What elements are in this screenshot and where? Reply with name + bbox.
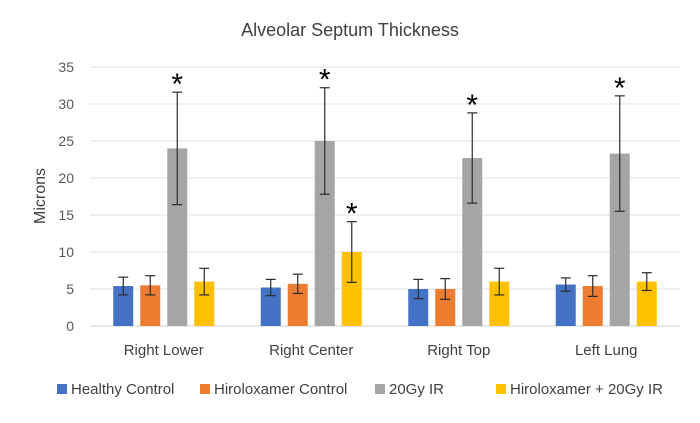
legend-item: 20Gy IR xyxy=(375,381,444,398)
significance-marker: * xyxy=(466,89,478,122)
significance-marker: * xyxy=(319,64,331,97)
legend-item: Hiroloxamer Control xyxy=(200,381,347,398)
legend-swatch xyxy=(375,384,385,394)
legend-label: 20Gy IR xyxy=(389,381,444,398)
bar xyxy=(462,158,483,326)
error-bar xyxy=(413,278,424,300)
error-bar xyxy=(292,273,303,295)
bar xyxy=(167,148,188,326)
legend-item: Hiroloxamer + 20Gy IR xyxy=(496,381,663,398)
error-bar xyxy=(467,112,478,204)
error-bars xyxy=(118,87,652,300)
legend-swatch xyxy=(200,384,210,394)
bars xyxy=(113,141,657,326)
legend: Healthy Control Hiroloxamer Control 20Gy I… xyxy=(57,381,663,398)
bar xyxy=(113,286,134,326)
x-category-label: Left Lung xyxy=(575,342,638,359)
error-bar xyxy=(265,278,276,297)
significance-marker: * xyxy=(171,68,183,101)
bar xyxy=(314,141,335,326)
legend-label: Healthy Control xyxy=(71,381,174,398)
y-tick-label: 5 xyxy=(66,281,74,297)
y-tick-label: 10 xyxy=(58,244,74,260)
error-bar xyxy=(587,275,598,297)
y-axis-label: Microns xyxy=(32,168,49,224)
error-bar xyxy=(319,87,330,195)
legend-swatch xyxy=(57,384,67,394)
error-bar xyxy=(346,221,357,283)
legend-label: Hiroloxamer Control xyxy=(214,381,347,398)
bar xyxy=(609,153,630,326)
error-bar xyxy=(199,267,210,296)
error-bar xyxy=(145,275,156,296)
y-tick-label: 0 xyxy=(66,318,74,334)
y-tick-label: 20 xyxy=(58,170,74,186)
bar xyxy=(194,281,215,326)
x-category-label: Right Lower xyxy=(124,342,204,359)
significance-markers: * * * * * xyxy=(171,64,626,231)
y-tick-label: 25 xyxy=(58,133,74,149)
significance-marker: * xyxy=(614,72,626,105)
significance-marker: * xyxy=(346,198,358,231)
bar xyxy=(341,252,362,326)
bar xyxy=(260,287,281,326)
legend-label: Hiroloxamer + 20Gy IR xyxy=(510,381,663,398)
chart-title: Alveolar Septum Thickness xyxy=(241,20,459,40)
x-axis-categories: Right Lower Right Center Right Top Left Lun… xyxy=(124,342,638,359)
legend-item: Healthy Control xyxy=(57,381,174,398)
bar xyxy=(287,283,308,326)
error-bar xyxy=(614,95,625,212)
x-category-label: Right Top xyxy=(427,342,490,359)
legend-swatch xyxy=(496,384,506,394)
y-tick-label: 35 xyxy=(58,59,74,75)
y-axis-ticks: 0 5 10 15 20 25 30 35 xyxy=(58,59,74,334)
y-tick-label: 15 xyxy=(58,207,74,223)
error-bar xyxy=(494,267,505,296)
bar xyxy=(555,284,576,326)
x-category-label: Right Center xyxy=(269,342,353,359)
error-bar xyxy=(560,277,571,292)
bar xyxy=(489,281,510,326)
y-tick-label: 30 xyxy=(58,96,74,112)
bar xyxy=(435,289,456,326)
error-bar xyxy=(641,272,652,292)
bar xyxy=(636,281,657,326)
error-bar xyxy=(118,276,129,296)
error-bar xyxy=(440,278,451,300)
gridlines xyxy=(90,66,680,327)
error-bar xyxy=(172,91,183,206)
